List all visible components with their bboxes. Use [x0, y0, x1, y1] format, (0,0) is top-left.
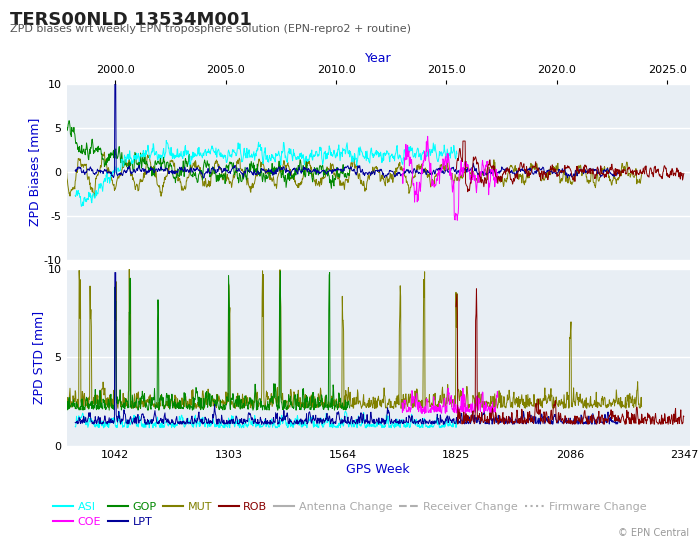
Y-axis label: ZPD STD [mm]: ZPD STD [mm]	[32, 310, 45, 404]
Legend: ASI, COE, GOP, LPT, MUT, ROB, Antenna Change, Receiver Change, Firmware Change: ASI, COE, GOP, LPT, MUT, ROB, Antenna Ch…	[49, 497, 651, 532]
X-axis label: Year: Year	[365, 52, 391, 65]
Y-axis label: ZPD Biases [mm]: ZPD Biases [mm]	[28, 118, 41, 226]
Text: © EPN Central: © EPN Central	[618, 528, 690, 538]
Text: ZPD biases wrt weekly EPN troposphere solution (EPN-repro2 + routine): ZPD biases wrt weekly EPN troposphere so…	[10, 24, 412, 35]
Text: TERS00NLD 13534M001: TERS00NLD 13534M001	[10, 11, 253, 29]
X-axis label: GPS Week: GPS Week	[346, 463, 410, 476]
